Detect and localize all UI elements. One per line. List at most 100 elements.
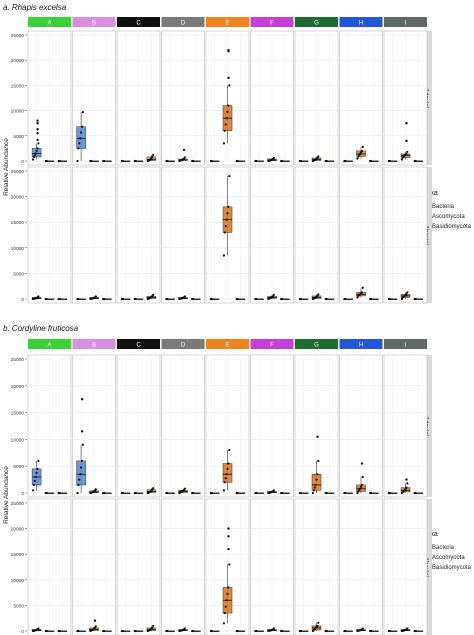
panel-strip-c bbox=[117, 339, 160, 349]
outlier-point bbox=[36, 122, 39, 125]
data-point bbox=[228, 563, 231, 566]
data-point bbox=[317, 155, 320, 158]
data-point bbox=[414, 629, 417, 633]
data-point bbox=[344, 297, 347, 301]
data-point bbox=[223, 129, 226, 132]
data-point bbox=[210, 629, 213, 633]
data-point bbox=[93, 489, 96, 492]
y-axis-label: Relative Abundance bbox=[3, 138, 10, 196]
data-point bbox=[228, 175, 231, 178]
outlier-point bbox=[227, 535, 230, 538]
y-tick-label: 10000 bbox=[11, 109, 25, 115]
data-point bbox=[317, 293, 320, 296]
data-point bbox=[183, 156, 186, 159]
panel-strip-h bbox=[339, 17, 383, 27]
outlier-point bbox=[227, 48, 230, 52]
legend-entry: Ascomycota bbox=[432, 555, 465, 561]
data-point bbox=[315, 478, 318, 481]
box-ascomycota bbox=[311, 473, 322, 491]
data-point bbox=[94, 625, 97, 628]
data-point bbox=[370, 629, 373, 633]
data-point bbox=[325, 297, 328, 301]
data-point bbox=[192, 159, 195, 163]
data-point bbox=[224, 605, 227, 608]
data-point bbox=[58, 297, 61, 301]
data-point bbox=[33, 479, 36, 483]
data-point bbox=[356, 491, 359, 495]
panel-strip-label: A bbox=[47, 21, 51, 27]
data-point bbox=[227, 586, 230, 589]
chart-title: b. Cordyline fruticosa bbox=[3, 324, 79, 333]
y-tick-label: 15000 bbox=[11, 552, 25, 558]
data-point bbox=[359, 487, 362, 490]
data-point bbox=[227, 205, 230, 208]
outlier-point bbox=[80, 430, 84, 433]
data-point bbox=[325, 629, 328, 633]
data-point bbox=[94, 488, 97, 491]
panel-strip-g bbox=[295, 339, 338, 349]
data-point bbox=[223, 481, 226, 484]
panel-strip-e bbox=[206, 17, 249, 27]
chart-title: a. Rhapis excelsa bbox=[3, 3, 67, 12]
data-point bbox=[226, 467, 229, 470]
data-point bbox=[359, 485, 363, 488]
data-point bbox=[370, 297, 373, 301]
y-tick-label: 25000 bbox=[11, 33, 25, 39]
data-point bbox=[210, 297, 213, 301]
data-point bbox=[94, 295, 97, 298]
y-axis-label: Relative Abundance bbox=[3, 466, 10, 524]
data-point bbox=[121, 159, 124, 163]
data-point bbox=[281, 297, 284, 301]
data-point bbox=[78, 142, 81, 145]
data-point bbox=[222, 254, 225, 257]
data-point bbox=[224, 224, 227, 228]
data-point bbox=[236, 297, 239, 301]
data-point bbox=[388, 629, 391, 633]
data-point bbox=[344, 491, 347, 495]
data-point bbox=[228, 84, 231, 87]
box-bacteria bbox=[76, 460, 86, 486]
data-point bbox=[356, 157, 359, 160]
data-point bbox=[406, 291, 409, 294]
data-point bbox=[121, 297, 124, 301]
panel-strip-label: E bbox=[225, 21, 229, 27]
data-point bbox=[226, 212, 229, 215]
data-point bbox=[299, 491, 302, 495]
data-point bbox=[80, 466, 83, 469]
data-point bbox=[103, 491, 106, 495]
outlier-point bbox=[36, 119, 39, 122]
data-point bbox=[134, 297, 137, 301]
data-point bbox=[226, 592, 229, 595]
y-tick-label: 15000 bbox=[11, 220, 25, 226]
panel-strip-a bbox=[28, 17, 71, 27]
data-point bbox=[183, 627, 186, 630]
data-point bbox=[166, 159, 169, 163]
y-tick-label: 0 bbox=[21, 491, 24, 497]
y-tick-label: 5000 bbox=[13, 464, 24, 470]
data-point bbox=[344, 629, 347, 633]
data-point bbox=[281, 159, 284, 163]
data-point bbox=[58, 629, 61, 633]
data-point bbox=[255, 629, 258, 633]
y-tick-label: 0 bbox=[21, 159, 24, 165]
data-point bbox=[134, 159, 137, 163]
data-point bbox=[151, 155, 154, 159]
data-point bbox=[255, 491, 258, 495]
data-point bbox=[272, 293, 275, 297]
data-point bbox=[225, 117, 228, 120]
data-point bbox=[360, 483, 363, 487]
panel-strip-label: F bbox=[270, 343, 274, 349]
data-point bbox=[414, 159, 417, 163]
data-point bbox=[33, 154, 36, 157]
outlier-point bbox=[80, 398, 84, 401]
y-tick-label: 20000 bbox=[11, 58, 25, 64]
panel-strip-label: D bbox=[181, 21, 186, 27]
panel-strip-label: B bbox=[92, 21, 96, 27]
data-point bbox=[90, 159, 93, 163]
panel-strip-label: I bbox=[405, 343, 407, 349]
panel-strip-i bbox=[384, 17, 427, 27]
data-point bbox=[325, 159, 328, 163]
data-point bbox=[223, 231, 226, 234]
panel-strip-label: D bbox=[181, 343, 186, 349]
y-tick-label: 5000 bbox=[13, 603, 24, 609]
